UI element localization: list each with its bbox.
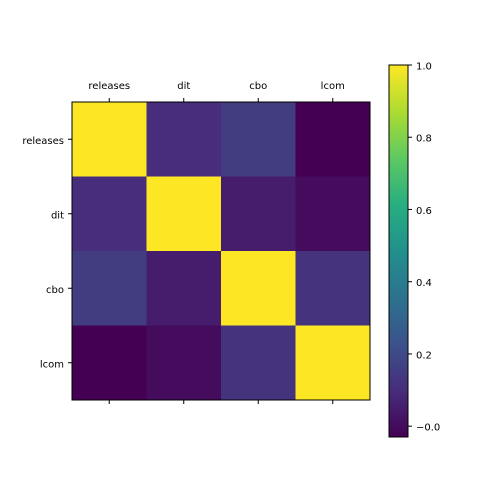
y-tick-label: releases — [22, 136, 64, 147]
heatmap-cell-lcom-releases — [72, 325, 147, 401]
x-tick-label: lcom — [321, 81, 345, 92]
heatmap-cell-cbo-dit — [146, 251, 222, 326]
colorbar-ticks: −0.0 0.2 0.4 0.6 0.8 1.0 — [408, 62, 440, 434]
y-axis-ticks: releases dit cbo lcom — [22, 136, 72, 370]
colorbar-tick-label: 0.4 — [416, 278, 432, 289]
x-tick-label: cbo — [249, 81, 267, 92]
heatmap-cell-releases-lcom — [295, 102, 371, 177]
heatmap-cell-dit-releases — [72, 176, 147, 252]
heatmap-cell-releases-releases — [72, 102, 147, 177]
colorbar-tick-label: 1.0 — [416, 62, 432, 73]
colorbar-tick-label: 0.6 — [416, 206, 432, 217]
heatmap-cell-lcom-dit — [146, 325, 222, 401]
heatmap-cell-cbo-lcom — [295, 251, 371, 326]
y-tick-label: lcom — [40, 359, 64, 370]
y-tick-label: dit — [51, 210, 64, 221]
y-tick-label: cbo — [46, 285, 64, 296]
heatmap-frame — [71, 101, 371, 401]
heatmap-cell-cbo-cbo — [221, 251, 296, 326]
heatmap-cells — [72, 102, 371, 401]
heatmap-cell-dit-dit — [146, 176, 222, 252]
colorbar-tick-label: 0.2 — [416, 350, 432, 361]
x-tick-label: releases — [88, 81, 130, 92]
colorbar — [388, 64, 409, 438]
x-tick-label: dit — [177, 81, 190, 92]
heatmap-cell-lcom-lcom — [295, 325, 371, 401]
colorbar-tick-label: −0.0 — [416, 423, 440, 434]
heatmap-cell-cbo-releases — [72, 251, 147, 326]
heatmap-cell-dit-lcom — [295, 176, 371, 252]
x-axis-ticks: releases dit cbo lcom — [88, 81, 345, 404]
heatmap-cell-releases-dit — [146, 102, 222, 177]
colorbar-tick-label: 0.8 — [416, 134, 432, 145]
heatmap-cell-releases-cbo — [221, 102, 296, 177]
heatmap-cell-dit-cbo — [221, 176, 296, 252]
heatmap-cell-lcom-cbo — [221, 325, 296, 401]
